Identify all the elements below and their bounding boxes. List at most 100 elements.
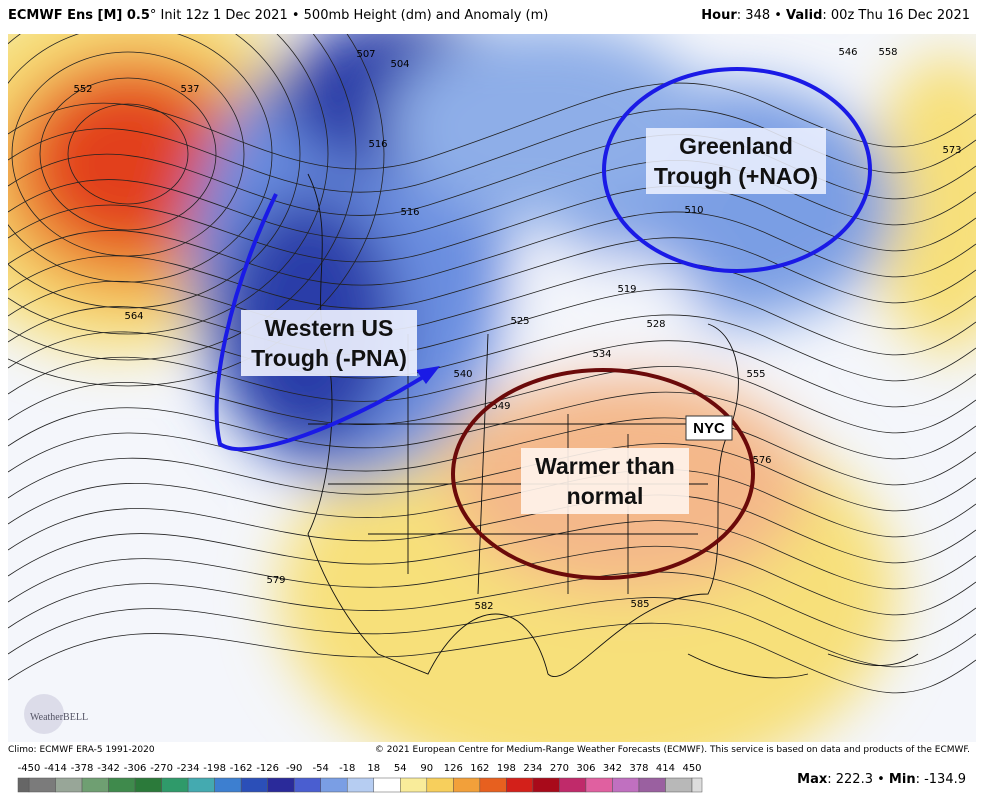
colorbar-tick-label: 378 (629, 763, 648, 774)
colorbar-segment (320, 777, 348, 793)
contour-label: 558 (878, 47, 897, 58)
greenland-box (646, 128, 826, 194)
degree: ° (149, 8, 157, 23)
contour-line (8, 211, 976, 286)
colorbar-segment (214, 777, 242, 793)
logo-mark (24, 694, 64, 734)
colorbar-segment (638, 777, 666, 793)
contour-line (8, 34, 273, 283)
contour-label: 537 (180, 84, 199, 95)
min: : -134.9 (915, 772, 966, 787)
colorbar-tick-label: 306 (576, 763, 595, 774)
colorbar-tick-label: -342 (97, 763, 120, 774)
warm-circle (451, 368, 755, 580)
contour-line (11, 51, 245, 257)
colorbar-tick-label: -270 (150, 763, 173, 774)
colorbar-tick-label: 450 (682, 763, 701, 774)
contour-line (8, 366, 976, 434)
nyc-label: NYC (693, 420, 725, 437)
colorbar-segment (28, 777, 56, 793)
colorbar-segment (665, 777, 693, 793)
colorbar-end (691, 777, 703, 793)
contour-line (8, 622, 976, 694)
model: ECMWF Ens [M] 0.5 (8, 8, 150, 23)
colorbar-tick-label: 126 (444, 763, 463, 774)
contour-line (8, 159, 976, 240)
warm-box (521, 448, 689, 514)
colorbar-segment (453, 777, 481, 793)
contour-label: 549 (491, 401, 510, 412)
contour-label: 555 (746, 369, 765, 380)
contour-label: 573 (942, 145, 961, 156)
colorbar-segment (134, 777, 162, 793)
description: Init 12z 1 Dec 2021 • 500mb Height (dm) … (160, 8, 549, 23)
nyc-box (685, 415, 733, 441)
header-left: ECMWF Ens [M] 0.5° Init 12z 1 Dec 2021 •… (8, 8, 548, 23)
colorbar-segment (267, 777, 295, 793)
greenland-label: Greenland (679, 133, 793, 159)
colorbar-segment (373, 777, 401, 793)
climo: Climo: ECMWF ERA-5 1991-2020 (8, 745, 155, 755)
contour-line (8, 597, 976, 668)
contour-label: 579 (266, 575, 285, 586)
contour-line (8, 391, 976, 460)
colorbar-tick-label: 198 (497, 763, 516, 774)
contour-label: 519 (617, 284, 636, 295)
colorbar-tick-label: 162 (470, 763, 489, 774)
contour-line (8, 108, 976, 193)
colorbar-segment (532, 777, 560, 793)
contour-label: 585 (630, 599, 649, 610)
contour-label: 534 (592, 349, 611, 360)
colorbar-segment (55, 777, 83, 793)
logo: WeatherBELL (30, 712, 88, 723)
valid: : 00z Thu 16 Dec 2021 (822, 8, 970, 23)
contour-line (8, 185, 976, 263)
contour-label: 564 (124, 311, 143, 322)
colorbar-tick-label: -414 (44, 763, 67, 774)
stats: Max: 222.3 • Min: -134.9 (797, 772, 966, 787)
colorbar-tick-label: -90 (286, 763, 302, 774)
contour-label: 528 (646, 319, 665, 330)
colorbar-segment (479, 777, 507, 793)
contour-line (8, 417, 976, 486)
colorbar-segment (585, 777, 613, 793)
colorbar-tick-label: 414 (656, 763, 675, 774)
pna-arrow (214, 193, 430, 452)
colorbar-tick-label: -162 (230, 763, 253, 774)
warm-label: normal (567, 483, 644, 509)
colorbar-tick-label: -306 (124, 763, 147, 774)
contour-line (8, 34, 301, 309)
colorbar-segment (559, 777, 587, 793)
contour-line (8, 237, 976, 309)
colorbar-segment (612, 777, 640, 793)
colorbar-segment (187, 777, 215, 793)
contour-label: 582 (474, 601, 493, 612)
contour-label: 576 (752, 455, 771, 466)
hour-label: Hour (701, 8, 737, 23)
copyright: © 2021 European Centre for Medium-Range … (374, 745, 970, 755)
contour-line (67, 103, 189, 205)
colorbar-tick-label: 54 (394, 763, 407, 774)
colorbar-tick-label: 234 (523, 763, 542, 774)
hour: : 348 • (736, 8, 787, 23)
contour-label: 510 (684, 205, 703, 216)
colorbar-tick-label: -234 (177, 763, 200, 774)
western-label: Western US (265, 315, 394, 341)
contour-line (8, 314, 976, 382)
colorbar-segment (240, 777, 268, 793)
contour-label: 525 (510, 316, 529, 327)
contour-line (8, 571, 976, 642)
contour-labels: 552 537 507 504 516 516 510 519 525 528 534 540 549 5… (73, 47, 961, 612)
colorbar-tick-label: 90 (420, 763, 433, 774)
colorbar-tick-label: -54 (313, 763, 329, 774)
greenland-circle (602, 67, 872, 273)
arrow-head (416, 366, 440, 384)
contour-line (8, 34, 385, 387)
valid-label: Valid (786, 8, 823, 23)
colorbar-segment (346, 777, 375, 793)
colorbar-tick-label: 342 (603, 763, 622, 774)
colorbar-segment (293, 777, 321, 793)
contour-line (8, 520, 976, 590)
western-box (241, 310, 417, 376)
contours (8, 34, 976, 694)
